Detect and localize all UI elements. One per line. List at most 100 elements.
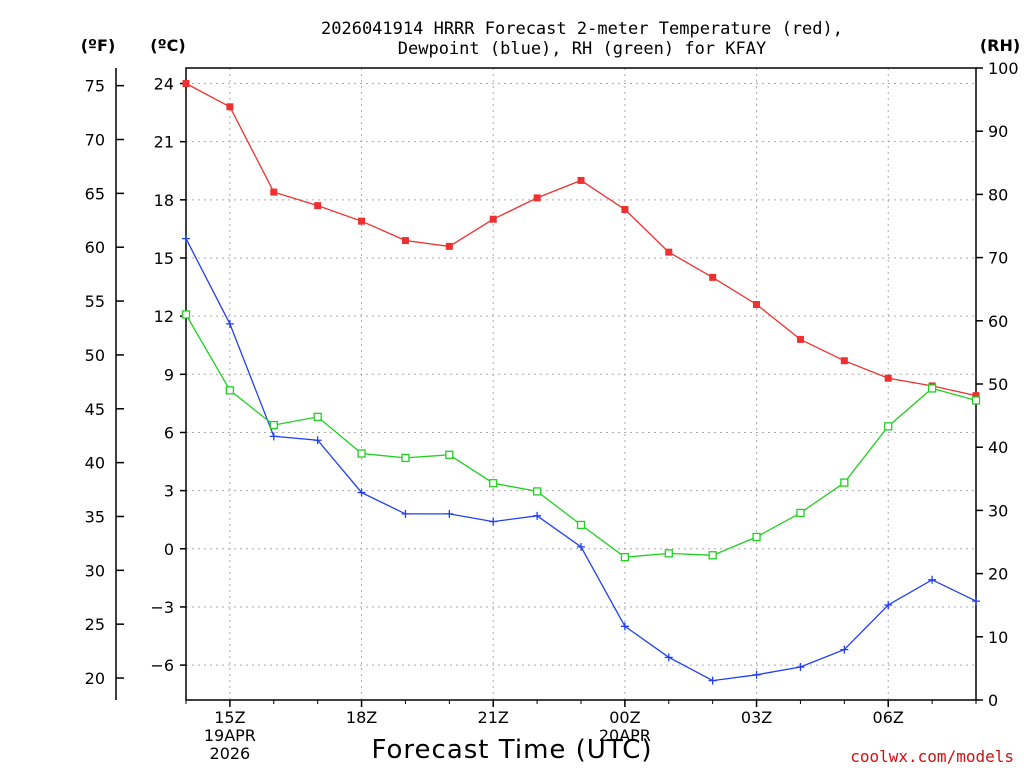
relative-humidity-point xyxy=(269,420,278,430)
relative-humidity-point xyxy=(884,422,893,431)
dewpoint-point xyxy=(445,509,454,518)
relative-humidity-point xyxy=(532,487,542,496)
dewpoint-point xyxy=(708,676,717,685)
fahrenheit-tick-label: 45 xyxy=(85,400,105,419)
celsius-tick-label: −3 xyxy=(150,598,174,617)
celsius-tick-label: 6 xyxy=(164,423,174,442)
chart-title-line1: 2026041914 HRRR Forecast 2-meter Tempera… xyxy=(321,19,843,39)
data-series xyxy=(181,80,981,685)
2-meter-temperature-point xyxy=(753,301,761,309)
2-meter-temperature-point xyxy=(445,242,453,250)
dewpoint-series xyxy=(182,234,980,685)
x-tick-date-label: 19APR xyxy=(204,726,256,745)
dewpoint-point xyxy=(884,601,893,610)
2-meter-temperature-point xyxy=(796,335,804,343)
fahrenheit-tick-label: 35 xyxy=(85,507,105,526)
fahrenheit-axis-unit: (ºF) xyxy=(81,36,116,55)
2-meter-temperature-point xyxy=(884,374,892,382)
x-tick-year-label: 2026 xyxy=(210,744,251,763)
2-meter-temperature-point xyxy=(972,392,980,400)
dewpoint-point xyxy=(972,597,980,606)
x-tick-label: 21Z xyxy=(478,708,509,727)
celsius-tick-label: 0 xyxy=(164,540,174,559)
axes: 24211815129630−3−67570656055504540353025… xyxy=(85,59,1019,763)
2-meter-temperature-point xyxy=(401,237,409,245)
celsius-tick-label: 12 xyxy=(154,307,174,326)
relative-humidity-series xyxy=(181,310,981,562)
rh-tick-label: 70 xyxy=(988,249,1008,268)
dewpoint-point xyxy=(489,517,498,526)
celsius-tick-label: 18 xyxy=(154,191,174,210)
rh-tick-label: 30 xyxy=(988,501,1008,520)
dewpoint-point xyxy=(664,653,673,662)
fahrenheit-tick-label: 20 xyxy=(85,669,105,688)
dewpoint-point xyxy=(357,488,366,497)
celsius-tick-label: 21 xyxy=(154,133,174,152)
rh-tick-label: 90 xyxy=(988,122,1008,141)
2-meter-temperature-point xyxy=(577,176,585,184)
relative-humidity-point xyxy=(401,453,410,463)
x-tick-label: 15Z xyxy=(214,708,245,727)
celsius-tick-label: 15 xyxy=(154,249,174,268)
relative-humidity-point xyxy=(225,386,235,395)
x-tick-label: 03Z xyxy=(741,708,772,727)
2-meter-temperature-line xyxy=(185,82,977,397)
plot-frame xyxy=(185,67,977,701)
relative-humidity-point xyxy=(181,310,191,319)
2-meter-temperature-point xyxy=(226,103,234,111)
fahrenheit-tick-label: 50 xyxy=(85,346,105,365)
2-meter-temperature-point xyxy=(358,217,366,225)
dewpoint-point xyxy=(796,663,805,672)
fahrenheit-tick-label: 65 xyxy=(85,184,105,203)
relative-humidity-point xyxy=(796,508,805,518)
rh-tick-label: 40 xyxy=(988,438,1008,457)
celsius-tick-label: 24 xyxy=(154,75,174,94)
2-meter-temperature-point xyxy=(621,206,629,214)
2-meter-temperature-point xyxy=(709,273,717,281)
relative-humidity-point xyxy=(445,450,454,459)
2-meter-temperature-point xyxy=(665,248,673,256)
dewpoint-point xyxy=(752,670,761,679)
dewpoint-point xyxy=(620,622,629,631)
dewpoint-point xyxy=(533,511,542,520)
2-meter-temperature-point xyxy=(270,188,278,196)
x-tick-label: 18Z xyxy=(346,708,377,727)
fahrenheit-tick-label: 40 xyxy=(85,454,105,473)
relative-humidity-point xyxy=(927,384,937,393)
dewpoint-line xyxy=(185,238,977,682)
relative-humidity-point xyxy=(708,551,717,560)
dewpoint-point xyxy=(225,319,234,328)
2-meter-temperature-point xyxy=(314,202,322,210)
rh-tick-label: 10 xyxy=(988,628,1008,647)
relative-humidity-point xyxy=(620,553,630,562)
2-meter-temperature-point xyxy=(533,194,541,202)
x-tick-date-label: 20APR xyxy=(599,726,651,745)
relative-humidity-point xyxy=(313,412,322,422)
x-axis-label: Forecast Time (UTC) xyxy=(371,735,652,765)
2-meter-temperature-point xyxy=(489,215,497,223)
fahrenheit-tick-label: 30 xyxy=(85,561,105,580)
rh-tick-label: 80 xyxy=(988,185,1008,204)
x-tick-label: 06Z xyxy=(873,708,904,727)
2-meter-temperature-series xyxy=(182,80,980,400)
rh-tick-label: 20 xyxy=(988,565,1008,584)
2-meter-temperature-point xyxy=(840,357,848,365)
rh-tick-label: 60 xyxy=(988,312,1008,331)
celsius-axis-unit: (ºC) xyxy=(150,36,185,55)
dewpoint-point xyxy=(313,436,322,445)
relative-humidity-point xyxy=(489,479,498,488)
fahrenheit-tick-label: 60 xyxy=(85,238,105,257)
relative-humidity-point xyxy=(357,449,366,458)
dewpoint-point xyxy=(182,234,190,243)
dewpoint-point xyxy=(577,542,585,551)
rh-tick-label: 0 xyxy=(988,691,998,710)
dewpoint-point xyxy=(840,645,849,654)
rh-axis-unit: (RH) xyxy=(980,36,1020,55)
relative-humidity-point xyxy=(971,396,981,405)
dewpoint-point xyxy=(269,432,278,441)
celsius-tick-label: 9 xyxy=(164,365,174,384)
chart-title-line2: Dewpoint (blue), RH (green) for KFAY xyxy=(398,39,766,59)
x-tick-label: 00Z xyxy=(609,708,640,727)
fahrenheit-tick-label: 55 xyxy=(85,292,105,311)
